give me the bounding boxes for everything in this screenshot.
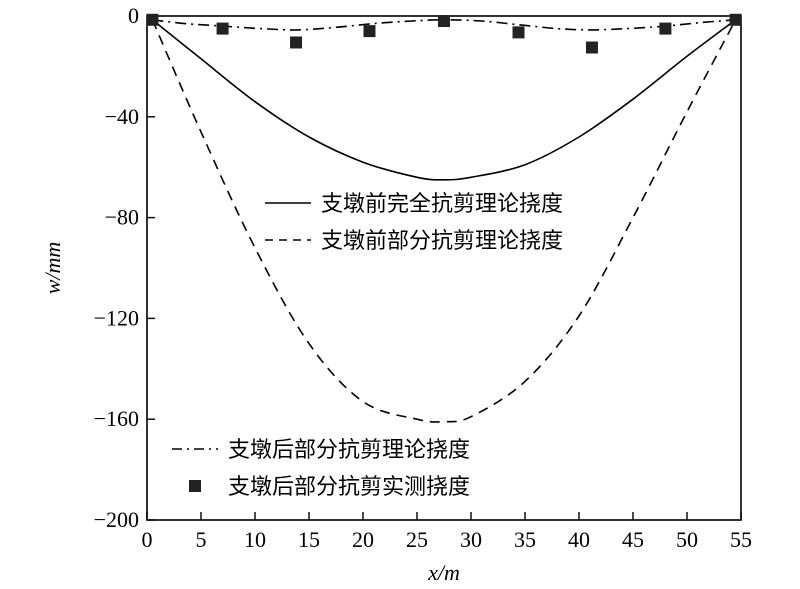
series-3-point xyxy=(290,36,303,49)
y-tick-label: −160 xyxy=(94,406,139,431)
x-tick-label: 15 xyxy=(298,527,320,552)
series-3-point xyxy=(659,22,672,35)
x-tick-label: 35 xyxy=(514,527,536,552)
x-tick-label: 30 xyxy=(460,527,482,552)
x-tick-label: 45 xyxy=(622,527,644,552)
x-tick-label: 10 xyxy=(244,527,266,552)
x-tick-label: 40 xyxy=(568,527,590,552)
y-tick-label: 0 xyxy=(128,3,139,28)
x-tick-label: 25 xyxy=(406,527,428,552)
series-1-line xyxy=(151,19,737,423)
x-tick-label: 0 xyxy=(142,527,153,552)
series-3-point xyxy=(438,15,450,28)
series-3-point xyxy=(512,26,525,39)
x-tick-label: 5 xyxy=(196,527,207,552)
x-tick-label: 55 xyxy=(730,527,752,552)
legend-label: 支墩后部分抗剪实测挠度 xyxy=(228,475,470,500)
series-3-point xyxy=(146,13,159,26)
y-tick-label: −40 xyxy=(105,104,139,129)
series-3-point xyxy=(729,13,742,26)
series-3-point xyxy=(585,41,598,54)
y-tick-label: −80 xyxy=(105,205,139,230)
legend-marker xyxy=(189,480,201,492)
x-tick-label: 20 xyxy=(352,527,374,552)
series-layer xyxy=(146,13,742,423)
axis-ticks: 0 5 10 15 20 25 30 35 40 45 50 55 0 −40 −80 −120 −160 −20… xyxy=(94,3,752,552)
series-3-point xyxy=(363,25,376,38)
x-axis-title: x/m xyxy=(427,560,460,585)
legend-label: 支墩后部分抗剪理论挠度 xyxy=(228,438,470,463)
y-axis-title: w/mm xyxy=(40,242,65,295)
y-tick-label: −200 xyxy=(94,507,139,532)
legend-label: 支墩前完全抗剪理论挠度 xyxy=(321,192,563,217)
series-3-point xyxy=(216,22,229,35)
series-0-line xyxy=(151,19,737,181)
y-tick-label: −120 xyxy=(94,305,139,330)
legend: 支墩前完全抗剪理论挠度支墩前部分抗剪理论挠度支墩后部分抗剪理论挠度支墩后部分抗剪… xyxy=(172,192,563,500)
x-tick-label: 50 xyxy=(676,527,698,552)
legend-label: 支墩前部分抗剪理论挠度 xyxy=(321,229,563,254)
